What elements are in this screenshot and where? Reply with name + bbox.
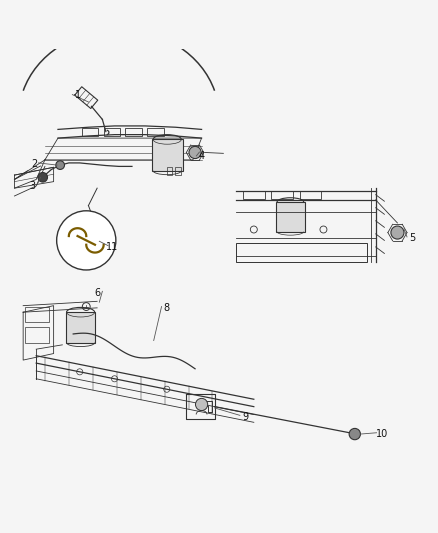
Bar	[147, 128, 164, 136]
Text: 11: 11	[106, 242, 119, 252]
Text: 3: 3	[30, 181, 36, 191]
Text: 2: 2	[31, 159, 37, 169]
Bar	[25, 306, 49, 322]
Bar	[152, 140, 183, 171]
Bar	[25, 327, 49, 343]
Bar	[167, 167, 172, 175]
Text: 5: 5	[410, 233, 416, 243]
Bar	[66, 312, 95, 343]
Bar	[104, 128, 120, 136]
Circle shape	[57, 211, 116, 270]
Text: 8: 8	[164, 303, 170, 313]
Bar	[125, 128, 142, 136]
Bar	[82, 128, 99, 136]
Text: 6: 6	[94, 288, 100, 297]
Circle shape	[349, 429, 360, 440]
Bar	[271, 191, 293, 199]
Text: 1: 1	[74, 90, 81, 100]
Bar	[243, 191, 265, 199]
Circle shape	[189, 147, 201, 158]
Bar	[300, 191, 321, 199]
Bar	[176, 167, 181, 175]
Text: 9: 9	[242, 411, 248, 422]
Text: 4: 4	[198, 150, 205, 160]
Circle shape	[38, 173, 47, 182]
Circle shape	[195, 398, 208, 410]
Circle shape	[56, 161, 64, 169]
Bar	[276, 202, 305, 232]
Circle shape	[391, 226, 404, 239]
Bar	[237, 243, 367, 262]
Text: 10: 10	[376, 429, 389, 439]
